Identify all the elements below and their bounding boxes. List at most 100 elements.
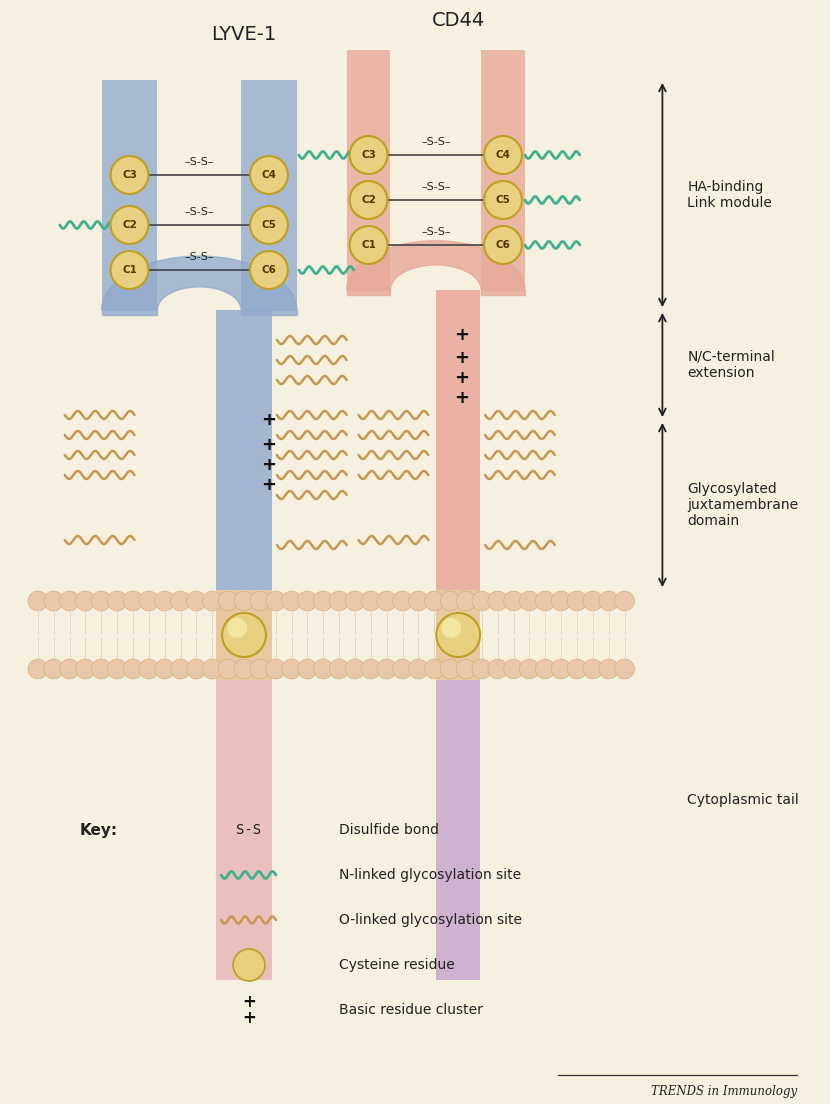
Circle shape xyxy=(203,659,222,679)
Circle shape xyxy=(377,659,397,679)
Text: N-linked glycosylation site: N-linked glycosylation site xyxy=(339,868,520,882)
Circle shape xyxy=(349,226,388,264)
Text: Disulfide bond: Disulfide bond xyxy=(339,822,439,837)
Circle shape xyxy=(349,181,388,219)
Circle shape xyxy=(484,226,522,264)
Circle shape xyxy=(345,591,365,611)
Text: C1: C1 xyxy=(122,265,137,275)
Circle shape xyxy=(330,591,349,611)
Circle shape xyxy=(250,251,288,289)
Text: –S-S–: –S-S– xyxy=(184,252,214,262)
Circle shape xyxy=(110,251,149,289)
Circle shape xyxy=(250,659,270,679)
Circle shape xyxy=(551,659,571,679)
Bar xyxy=(241,79,297,310)
Polygon shape xyxy=(347,290,390,295)
Text: C6: C6 xyxy=(261,265,276,275)
Circle shape xyxy=(107,591,127,611)
Circle shape xyxy=(488,659,508,679)
Circle shape xyxy=(488,591,508,611)
Circle shape xyxy=(484,181,522,219)
Circle shape xyxy=(28,591,47,611)
Text: +: + xyxy=(242,1009,256,1027)
Circle shape xyxy=(44,659,64,679)
Circle shape xyxy=(377,591,397,611)
Circle shape xyxy=(535,591,555,611)
Circle shape xyxy=(123,591,143,611)
Polygon shape xyxy=(101,256,297,310)
Circle shape xyxy=(535,659,555,679)
Circle shape xyxy=(297,659,317,679)
Circle shape xyxy=(551,591,571,611)
Text: –S-S–: –S-S– xyxy=(421,227,451,237)
Text: C3: C3 xyxy=(361,150,376,160)
Text: HA-binding
Link module: HA-binding Link module xyxy=(687,180,772,210)
Text: C4: C4 xyxy=(261,170,276,180)
Circle shape xyxy=(107,659,127,679)
Circle shape xyxy=(520,659,540,679)
Circle shape xyxy=(250,206,288,244)
Polygon shape xyxy=(481,290,525,295)
Circle shape xyxy=(599,659,618,679)
Circle shape xyxy=(60,659,80,679)
Text: TRENDS in Immunology: TRENDS in Immunology xyxy=(651,1085,797,1098)
Bar xyxy=(216,590,272,680)
Text: +: + xyxy=(261,456,276,474)
Circle shape xyxy=(583,591,603,611)
Circle shape xyxy=(567,591,587,611)
Polygon shape xyxy=(241,310,297,315)
Text: CD44: CD44 xyxy=(432,11,485,30)
Circle shape xyxy=(110,156,149,194)
Text: Cysteine residue: Cysteine residue xyxy=(339,958,454,972)
Text: C2: C2 xyxy=(122,220,137,230)
Circle shape xyxy=(437,613,480,657)
Polygon shape xyxy=(101,310,158,315)
Circle shape xyxy=(222,613,266,657)
Circle shape xyxy=(504,591,524,611)
Circle shape xyxy=(472,659,491,679)
Circle shape xyxy=(60,591,80,611)
Circle shape xyxy=(615,659,634,679)
Text: LYVE-1: LYVE-1 xyxy=(212,25,276,44)
Circle shape xyxy=(155,591,174,611)
Circle shape xyxy=(424,591,444,611)
Circle shape xyxy=(440,591,460,611)
Circle shape xyxy=(349,136,388,174)
Text: Cytoplasmic tail: Cytoplasmic tail xyxy=(687,793,799,807)
Text: +: + xyxy=(242,992,256,1011)
Text: N/C-terminal
extension: N/C-terminal extension xyxy=(687,350,775,380)
Circle shape xyxy=(187,591,207,611)
Text: Key:: Key: xyxy=(80,822,118,838)
Circle shape xyxy=(408,591,428,611)
Circle shape xyxy=(123,659,143,679)
Bar xyxy=(101,79,158,310)
Bar xyxy=(216,680,272,980)
Circle shape xyxy=(408,659,428,679)
Circle shape xyxy=(171,591,190,611)
Circle shape xyxy=(345,659,365,679)
Circle shape xyxy=(44,591,64,611)
Circle shape xyxy=(266,591,286,611)
Bar xyxy=(437,290,480,590)
Bar xyxy=(481,50,525,290)
Circle shape xyxy=(583,659,603,679)
Circle shape xyxy=(234,659,254,679)
Circle shape xyxy=(139,591,159,611)
Circle shape xyxy=(393,591,413,611)
Circle shape xyxy=(314,591,333,611)
Polygon shape xyxy=(347,241,525,290)
Text: C6: C6 xyxy=(496,240,510,250)
Bar xyxy=(216,310,272,590)
Circle shape xyxy=(91,659,111,679)
Circle shape xyxy=(281,591,301,611)
Circle shape xyxy=(171,659,190,679)
Circle shape xyxy=(187,659,207,679)
Text: +: + xyxy=(454,349,469,367)
Bar xyxy=(347,50,390,290)
Text: O-linked glycosylation site: O-linked glycosylation site xyxy=(339,913,522,927)
Circle shape xyxy=(218,591,238,611)
Circle shape xyxy=(110,206,149,244)
Circle shape xyxy=(567,659,587,679)
Circle shape xyxy=(233,949,265,981)
Text: Glycosylated
juxtamembrane
domain: Glycosylated juxtamembrane domain xyxy=(687,481,798,528)
